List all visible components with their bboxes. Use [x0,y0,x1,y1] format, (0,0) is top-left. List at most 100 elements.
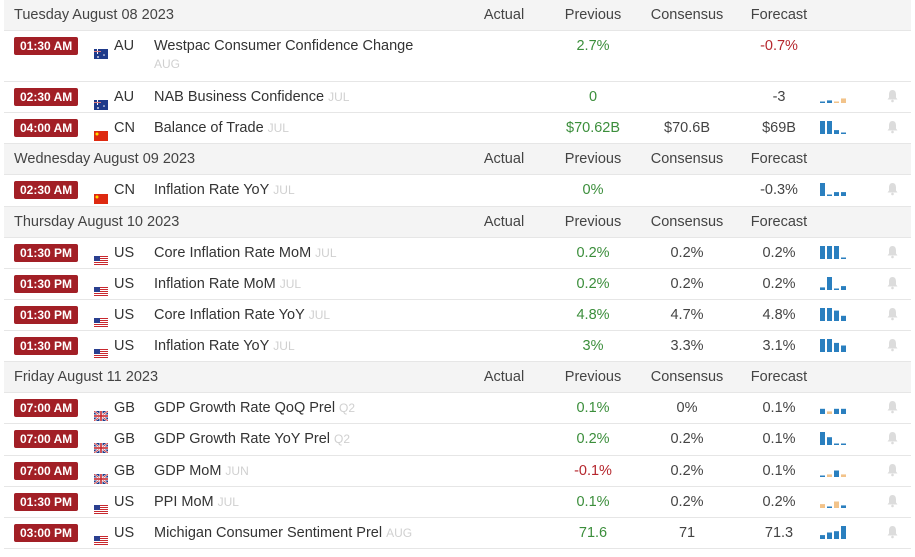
bell-icon[interactable] [876,245,911,259]
sparkline-cell[interactable] [816,174,877,207]
event-name-link[interactable]: NAB Business Confidence [154,89,325,105]
event-name-link[interactable]: GDP Growth Rate YoY Prel [154,431,330,448]
sparkline-bar [834,409,840,415]
event-name-cell[interactable]: Inflation Rate MoM JUL [154,268,455,300]
event-name-link[interactable]: Westpac Consumer Confidence Change [154,38,414,54]
bell-icon[interactable] [876,525,911,539]
event-name-cell[interactable]: PPI MoM JUL [154,486,455,518]
event-row[interactable]: 01:30 PM US Core Inflation Rate YoY JUL 4.8%… [4,299,912,332]
event-name-cell[interactable]: Balance of Trade JUL [154,112,455,145]
alert-cell[interactable] [876,392,912,425]
event-name-link[interactable]: GDP Growth Rate QoQ Prel [154,400,336,417]
event-row[interactable]: 01:30 PM US Inflation Rate YoY JUL 3% 3.3% 3.1… [4,330,912,363]
event-name-link[interactable]: Inflation Rate YoY [154,182,270,199]
previous-text: 0.2% [576,275,610,292]
actual-value [454,455,555,487]
sparkline-cell[interactable] [816,455,877,487]
sparkline-cell[interactable] [816,392,877,425]
alert-cell[interactable] [876,486,912,518]
actual-value [454,299,555,332]
event-row[interactable]: 02:30 AM CN Inflation Rate YoY JUL 0% -0.3% [4,174,912,207]
sparkline-bar [820,409,826,415]
sparkline-cell[interactable] [816,237,877,269]
forecast-value: 71.3 [742,517,817,550]
alert-cell[interactable] [876,237,912,269]
sparkline-cell[interactable] [816,112,877,145]
alert-cell[interactable] [876,81,912,114]
event-name-cell[interactable]: NAB Business Confidence JUL [154,81,455,114]
sparkline-chart [820,470,847,477]
sparkline-cell[interactable] [816,423,877,456]
sparkline-cell[interactable] [816,81,877,114]
bell-icon[interactable] [876,431,911,445]
event-row[interactable]: 01:30 PM US PPI MoM JUL 0.1% 0.2% 0.2% [4,486,912,518]
alert-cell[interactable] [876,330,912,363]
event-row[interactable]: 01:30 PM US Core Inflation Rate MoM JUL 0.2%… [4,237,912,269]
event-name-link[interactable]: Inflation Rate YoY [154,338,270,355]
alert-cell[interactable] [876,455,912,487]
event-name-cell[interactable]: Inflation Rate YoY JUL [154,330,455,363]
bell-icon[interactable] [876,89,911,103]
sparkline-cell[interactable] [816,299,877,332]
alert-cell[interactable] [876,423,912,456]
country-cell: CN [94,174,154,207]
sparkline-cell[interactable] [816,486,877,518]
event-name-link[interactable]: Michigan Consumer Sentiment Prel [154,524,383,541]
event-row[interactable]: 03:00 PM US Michigan Consumer Sentiment Pr… [4,517,912,550]
event-name-cell[interactable]: Michigan Consumer Sentiment Prel AUG [154,517,455,550]
event-row[interactable]: 01:30 PM US Inflation Rate MoM JUL 0.2% 0.2% 0… [4,268,912,300]
bell-icon[interactable] [876,182,911,196]
day-header-row: Thursday August 10 2023 Actual Previous Con… [4,206,912,238]
event-name-cell[interactable]: Inflation Rate YoY JUL [154,174,455,207]
sparkline-cell[interactable] [816,30,877,82]
consensus-text: 0.2% [670,462,704,479]
day-date-label: Thursday August 10 2023 [14,213,180,230]
event-row[interactable]: 07:00 AM GB GDP Growth Rate QoQ Prel Q2 0.1%… [4,392,912,425]
consensus-value: $70.6B [632,112,743,145]
consensus-text: 3.3% [670,338,704,355]
alert-cell[interactable] [876,174,912,207]
event-name-cell[interactable]: Westpac Consumer Confidence Change AUG [154,30,455,82]
sparkline-bar [827,121,833,135]
event-name-link[interactable]: GDP MoM [154,462,222,479]
event-name-link[interactable]: Inflation Rate MoM [154,275,276,292]
consensus-value: 0.2% [632,455,743,487]
alert-cell[interactable] [876,112,912,145]
event-row[interactable]: 04:00 AM CN Balance of Trade JUL $70.62B $70.… [4,112,912,145]
sparkline-bar [820,475,826,477]
bell-icon[interactable] [876,338,911,352]
alert-cell[interactable] [876,299,912,332]
sparkline-cell[interactable] [816,330,877,363]
event-name-link[interactable]: Balance of Trade [154,120,264,137]
event-row[interactable]: 07:00 AM GB GDP Growth Rate YoY Prel Q2 0.2%… [4,423,912,456]
event-name-cell[interactable]: Core Inflation Rate YoY JUL [154,299,455,332]
alert-cell[interactable] [876,517,912,550]
event-name-link[interactable]: Core Inflation Rate MoM [154,244,312,261]
event-name-cell[interactable]: GDP Growth Rate YoY Prel Q2 [154,423,455,456]
event-name-cell[interactable]: GDP Growth Rate QoQ Prel Q2 [154,392,455,425]
bell-icon[interactable] [876,400,911,414]
bell-icon[interactable] [876,307,911,321]
forecast-header: Forecast [750,151,808,168]
day-date-label: Tuesday August 08 2023 [14,7,174,23]
sparkline-cell[interactable] [816,517,877,550]
event-name-link[interactable]: PPI MoM [154,493,214,510]
bell-icon[interactable] [876,120,911,134]
event-name-cell[interactable]: Core Inflation Rate MoM JUL [154,237,455,269]
country-code: CN [114,182,135,199]
event-row[interactable]: 01:30 AM AU Westpac Consumer Confidence Ch… [4,30,912,82]
bell-icon[interactable] [876,463,911,477]
event-row[interactable]: 07:00 AM GB GDP MoM JUN -0.1% 0.2% 0.1% [4,455,912,487]
event-name-link[interactable]: Core Inflation Rate YoY [154,306,305,323]
alert-cell[interactable] [876,268,912,300]
forecast-header: Forecast [750,369,808,386]
bell-icon[interactable] [876,276,911,290]
alert-cell[interactable] [876,30,912,82]
previous-text: 2.7% [576,38,610,54]
actual-header: Actual [483,369,525,386]
sparkline-cell[interactable] [816,268,877,300]
bell-icon[interactable] [876,494,911,508]
event-row[interactable]: 02:30 AM AU NAB Business Confidence JUL 0 -3 [4,81,912,114]
event-name-cell[interactable]: GDP MoM JUN [154,455,455,487]
country-code: GB [114,431,135,448]
